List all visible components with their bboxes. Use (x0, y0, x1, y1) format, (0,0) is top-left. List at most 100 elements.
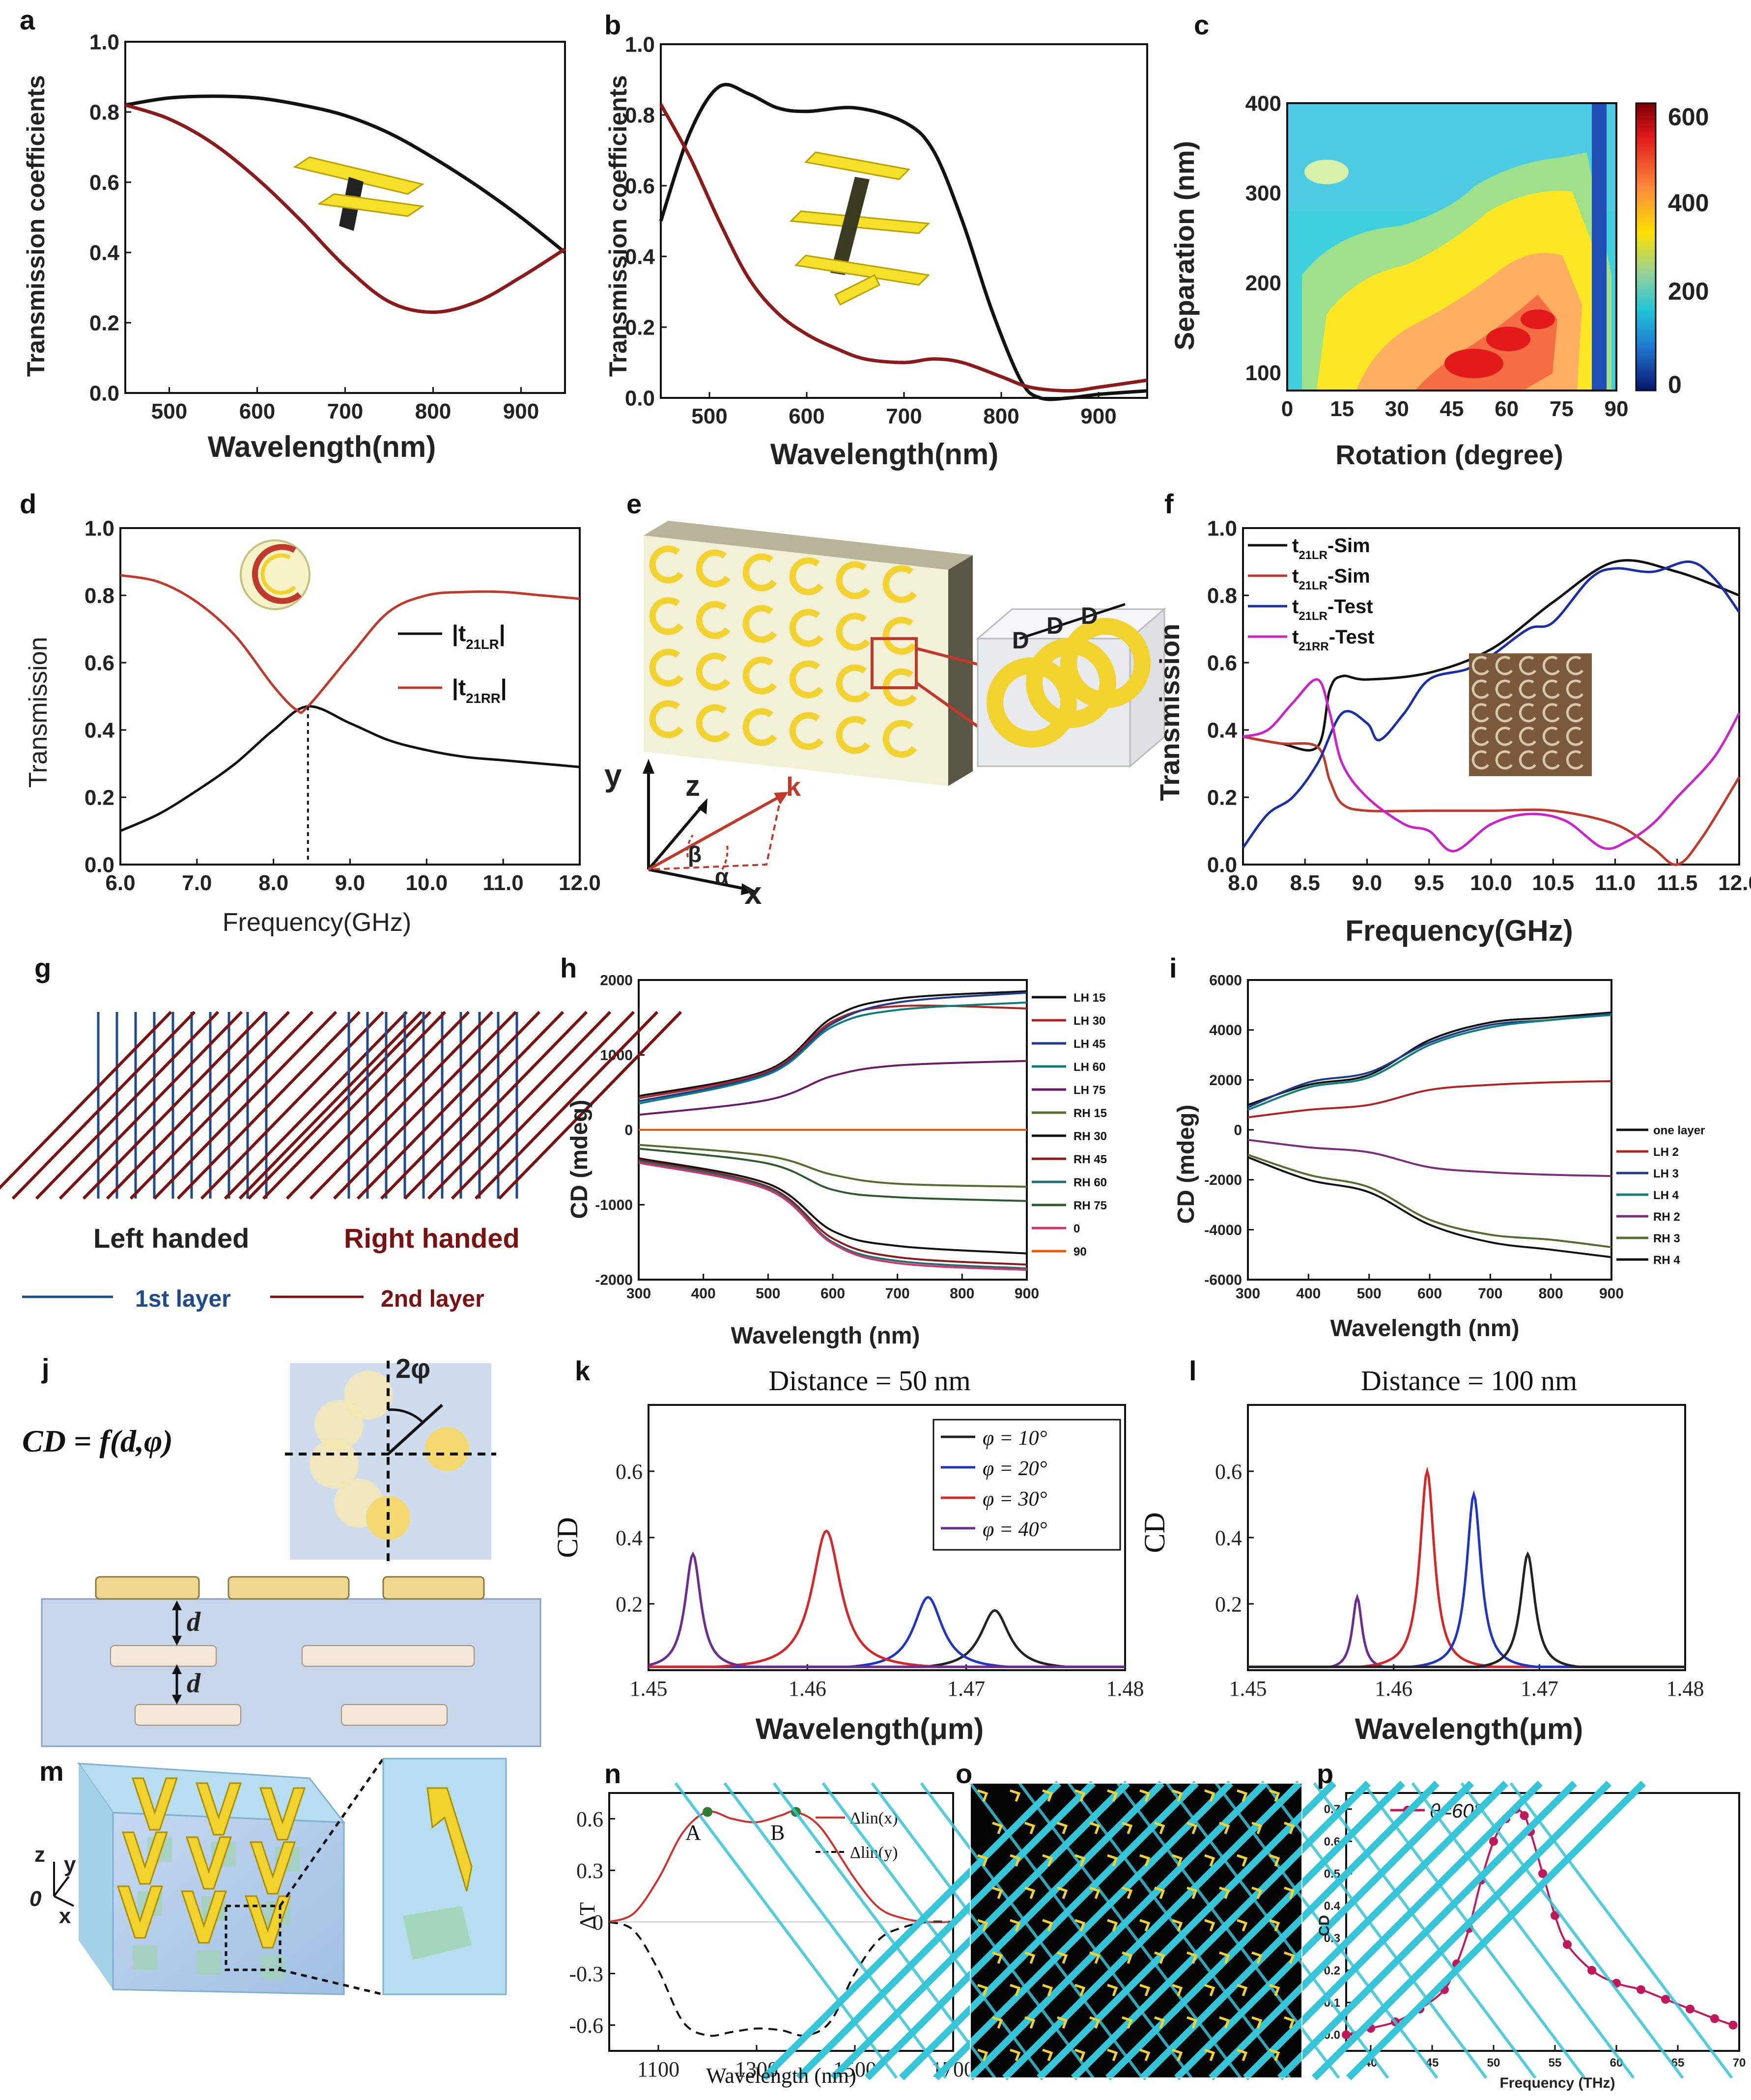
f-inset-ring (1542, 703, 1560, 723)
o-unit (977, 2048, 988, 2061)
legend-d-lr-part: 21LR (466, 637, 499, 652)
o-stripe-b (821, 1782, 1045, 2079)
left-handed-lattice (0, 1010, 432, 1200)
xtick-label-c: 30 (1385, 397, 1409, 421)
j-angle-label: 2φ (395, 1353, 430, 1384)
series-line-l-2 (1248, 1490, 1685, 1668)
o-stripe-b (920, 1782, 1144, 2079)
o-unit (1269, 1854, 1280, 1867)
c-ring (649, 545, 684, 584)
ytick-label-d: 0.8 (85, 584, 114, 608)
legend-f-0: t21LR-Sim (1292, 535, 1370, 562)
panel-o-pattern (674, 1781, 1733, 2080)
o-stripe (1071, 1781, 1371, 2080)
p-data-point (1728, 2020, 1738, 2030)
ytick-label-a: 1.0 (89, 30, 119, 54)
series-line-h-6 (638, 1157, 1027, 1255)
series-line-n-1 (609, 1920, 954, 2037)
o-unit (992, 2016, 1003, 2029)
xtick-label-d: 8.0 (258, 871, 288, 895)
chart-l: 1.45 1.46 1.47 1.48 0.2 0.4 0.6 (1215, 1404, 1704, 1701)
cbar-tick-0: 0 (1668, 371, 1682, 398)
series-line-d-1 (120, 574, 580, 714)
o-stripe (1312, 1781, 1611, 2080)
o-stripe-b (1509, 1782, 1733, 2079)
panel-label-c: c (1194, 9, 1209, 40)
p-data-point (1489, 1837, 1498, 1846)
unit-cell-highlight (871, 637, 918, 689)
c-ring (742, 605, 777, 643)
layer2-wire (200, 1010, 385, 1200)
v-shape (195, 1782, 242, 1836)
o-unit (1186, 1821, 1198, 1834)
o-unit (1204, 1789, 1215, 1802)
ytick-label-b: 0.0 (625, 386, 655, 410)
o-unit (1122, 1886, 1133, 1899)
o-unit (977, 1854, 988, 1867)
ytick-label-l: 0.6 (1215, 1459, 1242, 1484)
o-unit (1122, 1821, 1133, 1834)
o-stripe (1002, 1781, 1302, 2080)
ytick-label-d: 1.0 (85, 516, 114, 540)
o-unit (1042, 1789, 1053, 1802)
ytick-label-h: 0 (624, 1122, 633, 1139)
v-shape (116, 1885, 164, 1939)
xtick-label-i: 500 (1357, 1286, 1382, 1302)
legend-h-5: RH 15 (1073, 1107, 1107, 1120)
o-stripe (1209, 1781, 1508, 2080)
ytick-label-b: 0.6 (625, 174, 655, 198)
c-ring (836, 561, 871, 599)
panel-e-schematic: D D D y z x k β α (604, 521, 1167, 911)
layer2-wire (474, 1010, 659, 1200)
ytick-label-a: 0.0 (89, 381, 119, 405)
p-xlabel: Frequency (THz) (1499, 2075, 1615, 2091)
legends: |t21LR||t21RR|t21LR-Simt21LR-Simt21LR-Te… (398, 535, 1705, 1862)
legend-d-rr-part: | (501, 674, 507, 700)
series-line-i-4 (1247, 1139, 1612, 1177)
b-ylabel: Transmission coefficients (604, 75, 632, 377)
xtick-label-f: 9.0 (1352, 871, 1382, 895)
legend-f-1: t21LR-Sim (1292, 565, 1370, 592)
xtick-label-b: 800 (983, 404, 1019, 428)
i-ylabel: CD (mdeg) (1173, 1105, 1199, 1224)
ytick-label-k: 0.6 (616, 1459, 643, 1484)
panel-c-heatmap (1286, 102, 1657, 392)
series-line-h-3 (638, 1001, 1027, 1105)
xtick-label-l: 1.46 (1375, 1677, 1412, 1701)
layer2-wire (129, 1010, 314, 1200)
o-unit (1010, 1919, 1021, 1932)
xtick-label-k: 1.45 (630, 1677, 668, 1701)
o-unit (1269, 2048, 1280, 2061)
a-xlabel: Wavelength(nm) (208, 430, 436, 463)
xtick-label-i: 800 (1539, 1286, 1563, 1302)
o-unit (1172, 1919, 1183, 1932)
xtick-label-i: 700 (1478, 1286, 1502, 1302)
o-unit (1024, 2016, 1036, 2029)
e-dim-3: D (1081, 603, 1098, 629)
o-stripe-b (1214, 1782, 1439, 2079)
series-line-i-1 (1247, 1080, 1612, 1119)
o-unit (1284, 1951, 1295, 1964)
legend-f-1-part: 21LR (1299, 579, 1327, 592)
f-inset-ring (1519, 703, 1537, 723)
o-unit (1284, 1886, 1295, 1899)
legend-d-rr: |t21RR| (452, 674, 507, 706)
ytick-label-i: -2000 (1204, 1172, 1242, 1188)
xtick-label-k: 1.47 (947, 1677, 985, 1701)
o-unit (1089, 1951, 1101, 1964)
j-d-upper: d (187, 1607, 201, 1637)
o-unit (1074, 1789, 1086, 1802)
chart-d: 6.0 7.0 8.0 9.0 10.0 11.0 12.0 0.0 0.2 0.4 0.6 0.8 1… (85, 516, 601, 895)
o-unit (1237, 1919, 1248, 1932)
f-inset-ring (1566, 703, 1584, 723)
xtick-label-h: 900 (1015, 1286, 1039, 1302)
o-unit (1074, 1919, 1086, 1932)
series-line-l-3 (1248, 1551, 1685, 1668)
legend-d-lr-part: |t (452, 620, 466, 646)
panel-label-n: n (604, 1758, 621, 1789)
ytick-label-b: 1.0 (625, 32, 655, 56)
panel-b-inset-structure (789, 151, 931, 306)
o-unit (1107, 1984, 1118, 1996)
o-unit (1107, 2048, 1118, 2061)
